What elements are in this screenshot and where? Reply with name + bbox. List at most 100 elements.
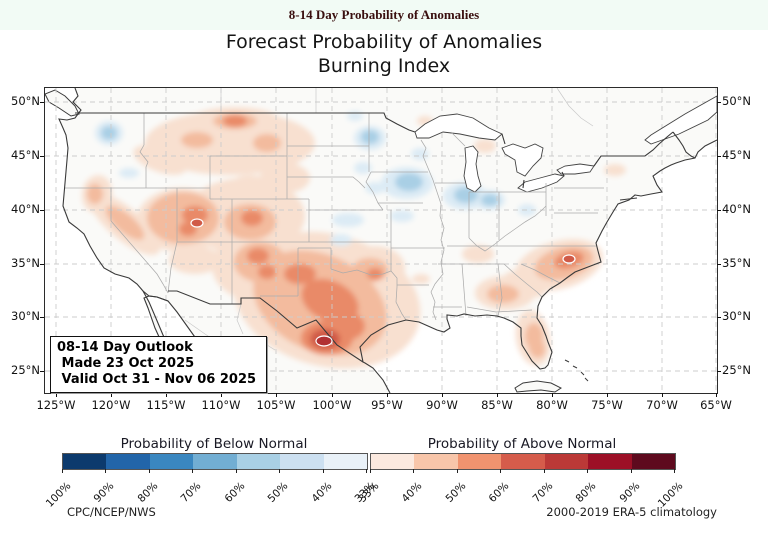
colorbar-below-normal [62,453,368,470]
lat-tick [717,317,721,318]
colorbar-tick [543,469,545,473]
lat-tick [40,156,44,157]
lon-tick-label: 125°W [36,398,76,412]
lon-tick [166,393,167,397]
mexico-border [142,290,364,363]
colorbar-tick [500,469,502,473]
coastline-borders [58,87,718,394]
lat-tick [40,371,44,372]
shaded-region-b40 [354,162,372,174]
shaded-region-a50 [528,338,546,358]
colorbar-tick [370,469,371,473]
lat-tick [40,264,44,265]
shaded-region-a40 [169,246,221,274]
lat-tick [717,156,721,157]
lon-tick [497,393,498,397]
probability-shading [81,107,626,369]
shaded-region-a40 [474,139,496,153]
lon-tick [111,393,112,397]
figure-title-line2: Burning Index [317,55,451,77]
lat-tick-label: 35°N [722,256,751,270]
lon-tick [276,393,277,397]
lon-tick [387,393,388,397]
outlook-line3: Valid Oct 31 - Nov 06 2025 [57,372,257,387]
colorbar-segment [63,454,107,469]
colorbar-segment [236,454,281,469]
figure-title-line1: Forecast Probability of Anomalies [225,31,543,53]
lon-tick [607,393,608,397]
colorbar-tick [62,469,63,473]
st-lawrence-river [644,95,718,145]
colorbar-tick [587,469,589,473]
outlook-line2: Made 23 Oct 2025 [57,356,195,371]
shaded-region-b50 [395,173,423,191]
lon-tick-label: 75°W [591,398,623,412]
lon-tick-label: 105°W [256,398,296,412]
shaded-region-b40 [411,148,429,160]
colorbar-segment [371,454,415,469]
colorbar-tick [235,469,237,473]
shaded-region-b40 [119,168,139,178]
colorbar-tick [279,469,281,473]
lon-tick-label: 90°W [426,398,458,412]
lon-tick-label: 65°W [700,398,732,412]
lat-tick [717,264,721,265]
shaded-region-b40 [332,213,364,227]
shaded-region-a40 [412,274,430,284]
colorbar-tick [192,469,194,473]
lat-tick-label: 50°N [11,94,40,108]
lon-tick [56,393,57,397]
colorbar-segment [323,454,367,469]
lon-tick-label: 120°W [91,398,131,412]
colorbar-segment [106,454,150,469]
lake-huron [501,143,544,177]
lon-tick-label: 70°W [646,398,678,412]
lon-tick [552,393,553,397]
colorbar-segment [193,454,237,469]
cuba [514,380,562,393]
lon-tick-label: 115°W [146,398,186,412]
shaded-region-b40 [365,182,385,194]
shaded-region-b50 [481,194,499,206]
colorbar-tick [674,469,675,473]
lat-tick [40,102,44,103]
shaded-region-a40 [133,145,187,175]
lat-tick [40,210,44,211]
lon-tick-label: 110°W [201,398,241,412]
outlook-annotation-box: 08-14 Day Outlook Made 23 Oct 2025 Valid… [50,336,268,393]
lat-tick [40,317,44,318]
colorbar-tick [413,469,415,473]
lat-tick-label: 45°N [11,148,40,162]
lat-tick [717,102,721,103]
colorbar-segment [414,454,458,469]
lat-tick-label: 30°N [722,309,751,323]
lat-tick-label: 40°N [11,202,40,216]
lon-tick [716,393,717,397]
colorbar-tick [630,469,632,473]
shaded-region-a50 [253,134,281,152]
colorbar-segment [457,454,502,469]
shaded-region-a60 [258,265,276,279]
lat-tick-label: 35°N [11,256,40,270]
lon-tick [332,393,333,397]
lon-tick-label: 95°W [371,398,403,412]
shaded-region-a70 [190,218,204,228]
colorbar-segment [544,454,589,469]
colorbar-below-label: Probability of Below Normal [120,436,308,452]
lat-tick-label: 45°N [722,148,751,162]
vancouver-island [44,89,80,117]
state-borders [65,113,604,321]
colorbar-tick [322,469,324,473]
bahamas [564,359,589,382]
cuba-bahamas [514,359,589,393]
us-forecast-map [44,87,718,394]
lake-michigan [463,145,482,193]
shaded-region-b50 [361,130,379,144]
shaded-region-a60 [223,115,247,127]
lat-tick-label: 40°N [722,202,751,216]
shaded-region-a60 [284,264,316,284]
lon-tick-label: 85°W [481,398,513,412]
lat-tick-label: 50°N [722,94,751,108]
colorbar-above-label: Probability of Above Normal [427,436,617,452]
